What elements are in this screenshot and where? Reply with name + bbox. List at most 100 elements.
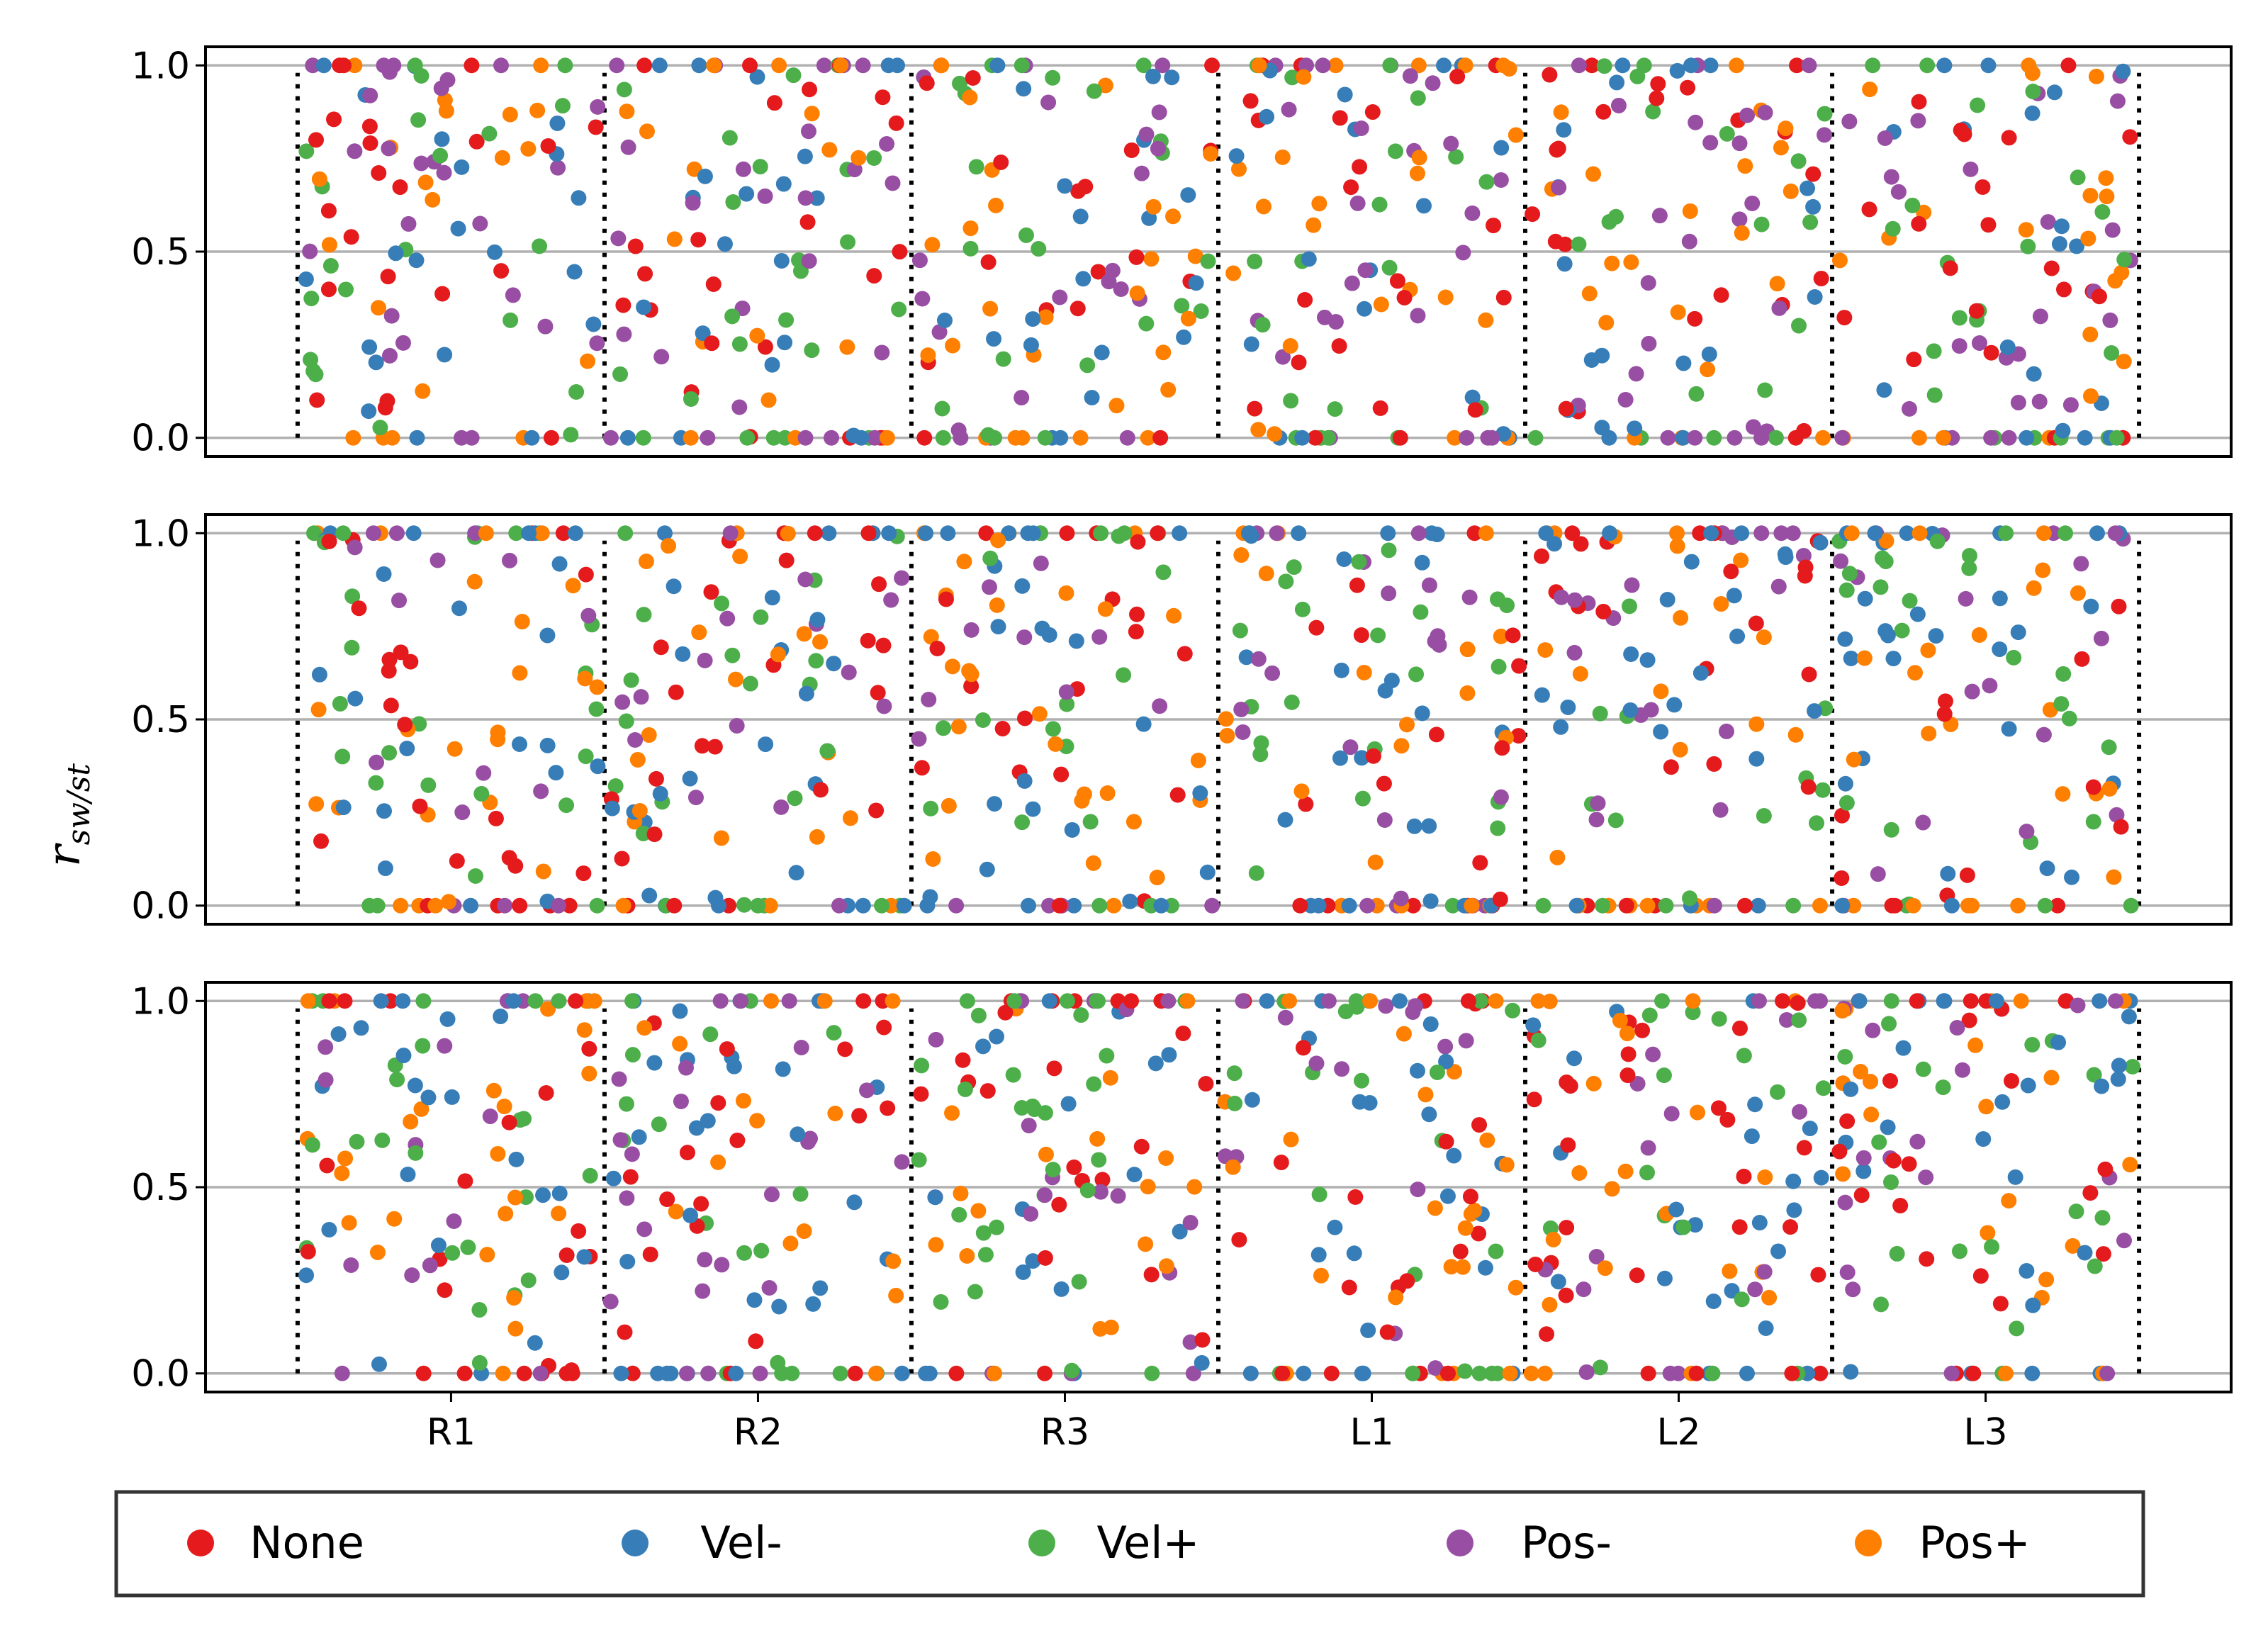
point-Vel-	[1560, 699, 1576, 715]
point-Vel+	[1071, 1274, 1087, 1290]
point-Pos+	[1267, 426, 1283, 442]
legend: None Vel- Vel+ Pos- Pos+	[114, 1490, 2145, 1598]
point-Vel-	[1291, 525, 1307, 541]
point-Vel+	[322, 257, 339, 274]
point-Pos+	[944, 658, 960, 675]
point-Pos+	[1282, 338, 1298, 354]
point-Pos-	[436, 164, 452, 181]
point-None	[501, 850, 517, 866]
point-None	[1564, 525, 1581, 541]
point-None	[1629, 1267, 1645, 1284]
point-Vel+	[832, 1365, 848, 1381]
point-Pos-	[2109, 807, 2125, 823]
point-Vel-	[652, 785, 668, 802]
point-Vel-	[1627, 420, 1643, 437]
point-Vel+	[481, 125, 498, 142]
point-None	[1783, 1219, 1799, 1235]
point-Vel-	[775, 176, 792, 192]
point-None	[1797, 568, 1813, 584]
point-Vel-	[1683, 554, 1700, 570]
point-Pos+	[2116, 354, 2132, 370]
point-None	[1376, 775, 1392, 792]
point-Pos+	[639, 123, 655, 140]
point-Vel-	[1856, 1163, 1872, 1179]
point-Pos+	[300, 993, 316, 1009]
point-Pos+	[1748, 716, 1765, 732]
point-Pos+	[842, 810, 858, 826]
point-Pos-	[931, 324, 948, 340]
point-None	[1070, 301, 1086, 317]
point-Pos+	[1921, 725, 1937, 741]
y-axis-label-main: r	[38, 843, 91, 867]
point-Pos+	[1203, 146, 1219, 162]
point-Vel+	[349, 1133, 365, 1150]
point-Pos+	[1585, 166, 1602, 182]
point-None	[1292, 897, 1308, 914]
point-None	[371, 165, 387, 181]
point-Pos+	[1437, 289, 1454, 305]
point-Pos-	[879, 136, 895, 152]
point-Vel+	[635, 430, 651, 446]
point-Vel+	[752, 159, 768, 175]
point-None	[1169, 787, 1186, 803]
point-None	[994, 721, 1011, 737]
point-Vel-	[749, 69, 765, 85]
point-Vel+	[1410, 90, 1426, 106]
point-Pos+	[485, 1082, 502, 1099]
point-Pos+	[1549, 849, 1566, 865]
point-Vel-	[399, 741, 415, 757]
point-None	[1291, 354, 1307, 371]
scatter-points	[298, 57, 2138, 446]
point-Pos-	[1277, 1009, 1293, 1026]
point-None	[381, 663, 397, 679]
point-Pos+	[1396, 1026, 1412, 1042]
point-None	[1790, 995, 1806, 1011]
point-Vel+	[1472, 993, 1488, 1009]
point-Pos+	[728, 671, 744, 688]
point-Vel-	[2026, 366, 2042, 382]
point-Pos+	[1598, 315, 1615, 331]
point-Pos+	[1399, 717, 1415, 733]
point-Vel-	[940, 525, 956, 541]
point-Vel+	[952, 75, 968, 91]
point-Pos+	[534, 525, 550, 541]
point-Pos-	[1566, 644, 1583, 661]
point-Pos-	[454, 804, 471, 821]
point-Pos-	[697, 652, 713, 668]
point-Pos+	[683, 430, 699, 446]
point-None	[1349, 577, 1365, 593]
point-None	[1510, 728, 1527, 744]
point-Vel-	[2121, 1009, 2137, 1025]
point-None	[1389, 273, 1405, 289]
point-None	[1231, 1232, 1247, 1248]
point-Vel+	[1592, 1359, 1608, 1376]
point-None	[1634, 1022, 1651, 1038]
point-Pos-	[1837, 1194, 1853, 1211]
point-None	[576, 865, 592, 882]
point-Pos+	[953, 1185, 969, 1201]
point-Pos+	[619, 103, 635, 120]
point-Vel-	[1277, 812, 1293, 828]
point-Pos-	[1378, 998, 1394, 1014]
point-Vel-	[1057, 178, 1073, 194]
point-Vel+	[1073, 1007, 1089, 1023]
point-Pos+	[1393, 738, 1410, 754]
point-Pos-	[1381, 585, 1397, 602]
point-Vel-	[1550, 1274, 1566, 1290]
point-None	[1353, 627, 1369, 644]
point-None	[847, 1365, 863, 1381]
point-Vel+	[1116, 525, 1133, 541]
point-None	[729, 1132, 746, 1148]
point-Vel-	[2077, 1245, 2093, 1261]
point-Vel+	[1919, 57, 1936, 74]
point-Pos-	[1566, 592, 1583, 608]
point-None	[1719, 1111, 1736, 1128]
point-Pos+	[970, 1203, 987, 1219]
point-Vel+	[1871, 1134, 1887, 1150]
point-Pos+	[403, 1113, 419, 1130]
point-Pos+	[565, 578, 581, 594]
point-None	[1452, 1243, 1469, 1259]
point-Pos+	[1038, 1146, 1054, 1162]
point-Pos+	[1255, 198, 1271, 215]
point-Pos+	[2101, 780, 2118, 797]
